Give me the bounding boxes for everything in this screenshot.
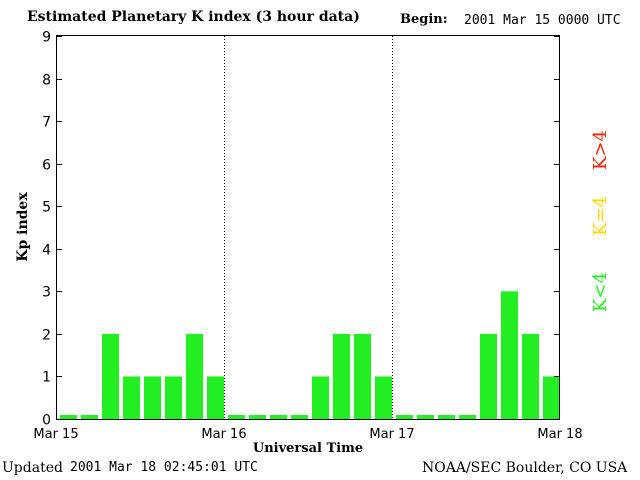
x-tick-label: Mar 18 (537, 427, 582, 442)
kp-bar (81, 415, 98, 419)
kp-bar (102, 333, 119, 419)
kp-bar (354, 333, 371, 419)
kp-bar (501, 291, 518, 419)
legend-k-equal-4: K=4 (590, 196, 611, 236)
kp-bar (270, 415, 287, 419)
kp-bar (249, 415, 266, 419)
y-tick-label: 1 (42, 370, 51, 386)
legend-k-less-4: K<4 (590, 272, 611, 312)
source-credit: NOAA/SEC Boulder, CO USA (422, 460, 628, 476)
kp-bar (228, 415, 245, 419)
kp-bar (123, 376, 140, 419)
kp-bar (375, 376, 392, 419)
plot-frame (56, 35, 560, 420)
kp-bar (522, 333, 539, 419)
y-tick-label: 4 (42, 243, 51, 259)
y-axis-label: Kp index (15, 192, 31, 262)
begin-label: Begin: (400, 12, 448, 27)
kp-bar (312, 376, 329, 419)
updated-timestamp: 2001 Mar 18 02:45:01 UTC (70, 460, 258, 475)
kp-bar (396, 415, 413, 419)
y-tick-label: 0 (42, 413, 51, 429)
x-tick-label: Mar 16 (201, 427, 246, 442)
y-tick-label: 6 (42, 158, 51, 174)
kp-bar (60, 415, 77, 419)
kp-bar (186, 333, 203, 419)
updated-label: Updated (2, 460, 63, 476)
kp-bar (438, 415, 455, 419)
legend-k-greater-4: K>4 (590, 130, 611, 170)
x-tick-label: Mar 15 (33, 427, 78, 442)
kp-bar (417, 415, 434, 419)
kp-bar (543, 376, 560, 419)
kp-bar (144, 376, 161, 419)
y-tick-label: 5 (42, 200, 51, 216)
y-tick-label: 2 (42, 328, 51, 344)
kp-bar (291, 415, 308, 419)
kp-bar (207, 376, 224, 419)
kp-bar (333, 333, 350, 419)
kp-bar (480, 333, 497, 419)
x-tick-label: Mar 17 (369, 427, 414, 442)
chart-title: Estimated Planetary K index (3 hour data… (27, 9, 360, 25)
begin-value: 2001 Mar 15 0000 UTC (464, 13, 621, 28)
y-tick-label: 3 (42, 285, 51, 301)
x-axis-label: Universal Time (253, 441, 363, 456)
y-tick-label: 9 (42, 30, 51, 46)
y-tick-label: 7 (42, 115, 51, 131)
kp-bar (165, 376, 182, 419)
kp-bar (459, 415, 476, 419)
y-tick-label: 8 (42, 73, 51, 89)
